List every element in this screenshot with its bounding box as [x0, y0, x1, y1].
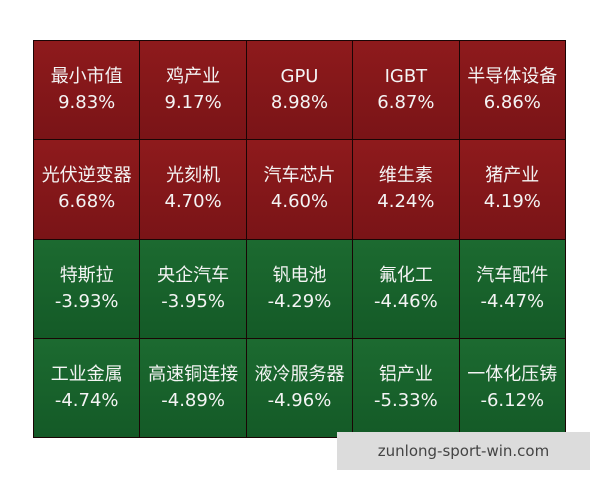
sector-tile: 鸡产业 9.17%	[140, 41, 246, 140]
sector-name: 猪产业	[485, 165, 540, 187]
sector-change: -4.47%	[480, 290, 545, 312]
sector-name: 特斯拉	[59, 264, 114, 286]
sector-name: 铝产业	[378, 363, 433, 385]
sector-change: -4.46%	[374, 290, 438, 312]
sector-tile: 高速铜连接 -4.89%	[140, 338, 246, 437]
sector-tile: 半导体设备 6.86%	[459, 41, 565, 140]
sector-name: 高速铜连接	[148, 363, 239, 385]
sector-change: -4.96%	[267, 389, 332, 411]
sector-name: 汽车芯片	[263, 165, 336, 187]
sector-change: 6.87%	[377, 92, 435, 114]
sector-change: -4.74%	[54, 389, 119, 411]
sector-change: -4.89%	[161, 389, 225, 411]
sector-tile: 特斯拉 -3.93%	[34, 239, 140, 338]
sector-tile: 猪产业 4.19%	[459, 140, 565, 239]
sector-tile: 工业金属 -4.74%	[34, 338, 140, 437]
sector-change: -3.95%	[161, 290, 225, 312]
sector-name: 维生素	[378, 165, 433, 187]
sector-change: 4.70%	[164, 191, 222, 213]
sector-tile: 维生素 4.24%	[353, 140, 459, 239]
sector-tile: 一体化压铸 -6.12%	[459, 338, 565, 437]
sector-tile: 汽车芯片 4.60%	[246, 140, 353, 239]
sector-change: 4.60%	[270, 191, 329, 213]
sector-name: 液冷服务器	[254, 363, 345, 385]
sector-change: -3.93%	[54, 290, 119, 312]
sector-change: 4.24%	[377, 191, 435, 213]
sector-name: 汽车配件	[476, 264, 549, 286]
sector-change: 4.19%	[483, 191, 541, 213]
sector-tile: 最小市值 9.83%	[34, 41, 140, 140]
sector-change: -5.33%	[374, 389, 438, 411]
sector-grid: 最小市值 9.83% 鸡产业 9.17% GPU 8.98% IGBT 6.87% 半导体设备 6…	[33, 40, 566, 438]
sector-tile: 液冷服务器 -4.96%	[246, 338, 353, 437]
sector-name: 央企汽车	[157, 264, 230, 286]
sector-tile: 铝产业 -5.33%	[353, 338, 459, 437]
sector-name: 鸡产业	[166, 66, 221, 88]
sector-name: 光刻机	[166, 165, 221, 187]
sector-tile: 央企汽车 -3.95%	[140, 239, 246, 338]
sector-name: IGBT	[384, 66, 428, 88]
sector-tile: 光伏逆变器 6.68%	[34, 140, 140, 239]
sector-name: 半导体设备	[467, 66, 558, 88]
sector-name: 最小市值	[50, 66, 123, 88]
watermark: zunlong-sport-win.com	[337, 432, 590, 470]
sector-name: 工业金属	[50, 363, 123, 385]
sector-tile: 光刻机 4.70%	[140, 140, 246, 239]
sector-name: 钒电池	[272, 264, 327, 286]
sector-tile: 氟化工 -4.46%	[353, 239, 459, 338]
sector-name: 光伏逆变器	[41, 165, 132, 187]
sector-name: 氟化工	[378, 264, 433, 286]
sector-tile: GPU 8.98%	[246, 41, 353, 140]
sector-change: 6.68%	[58, 191, 116, 213]
sector-change: -6.12%	[480, 389, 545, 411]
sector-change: -4.29%	[267, 290, 332, 312]
sector-change: 9.17%	[164, 92, 222, 114]
sector-change: 8.98%	[270, 92, 329, 114]
sector-tile: 汽车配件 -4.47%	[459, 239, 565, 338]
sector-tile: IGBT 6.87%	[353, 41, 459, 140]
sector-change: 9.83%	[58, 92, 116, 114]
sector-change: 6.86%	[483, 92, 541, 114]
sector-name: GPU	[280, 66, 319, 88]
sector-name: 一体化压铸	[467, 363, 558, 385]
sector-tile: 钒电池 -4.29%	[246, 239, 353, 338]
